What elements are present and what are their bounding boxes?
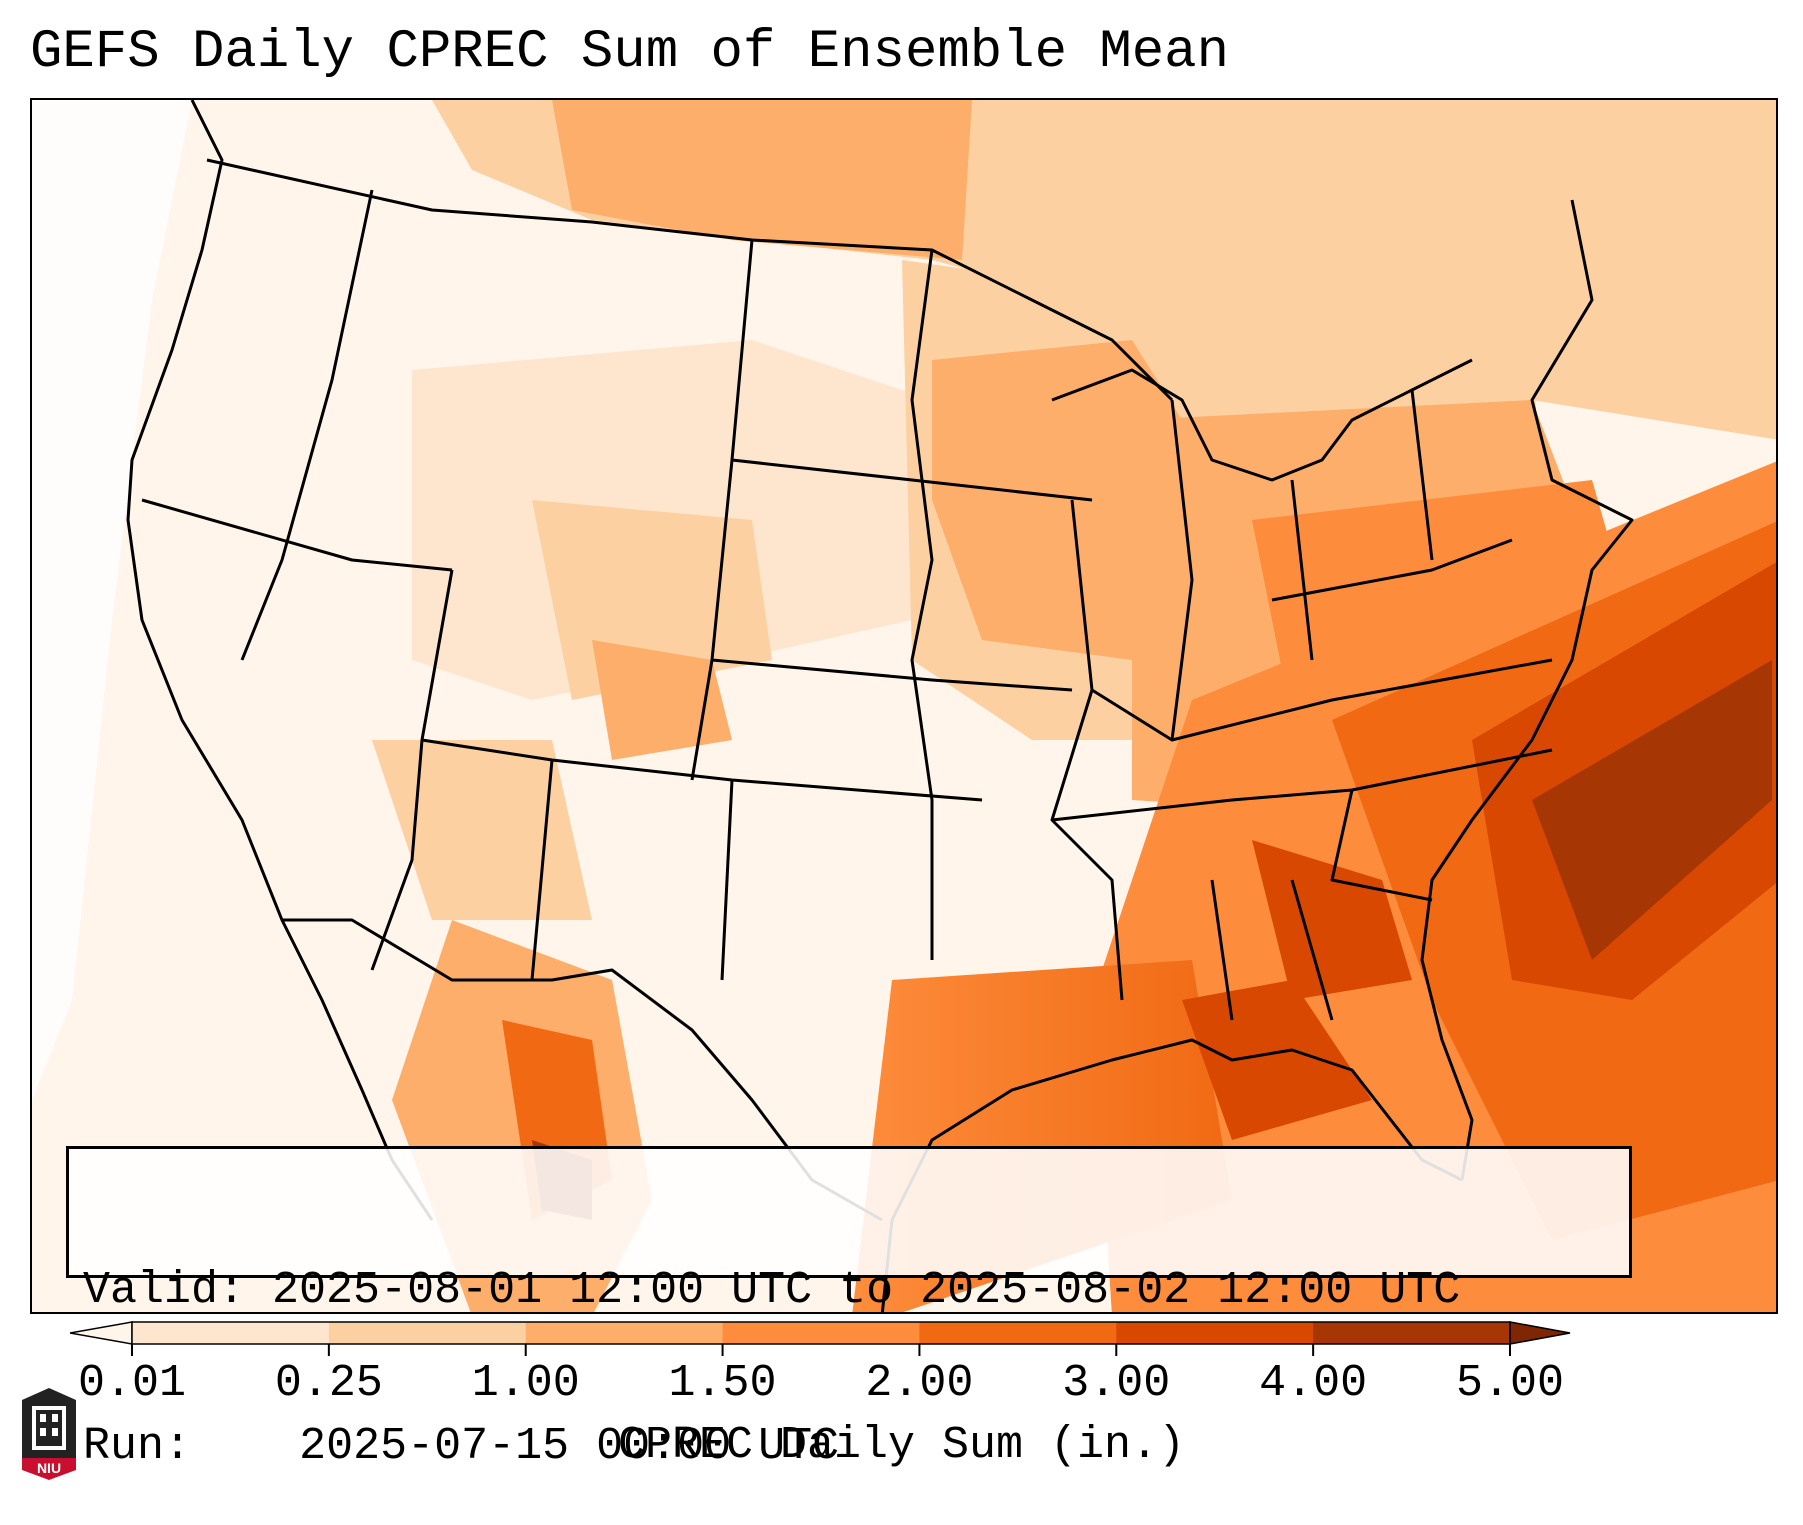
state-line-2 xyxy=(141,498,453,572)
state-line-9 xyxy=(731,458,1093,502)
state-line-6 xyxy=(720,779,734,981)
niu-logo: NIU xyxy=(22,1388,76,1480)
state-line-10 xyxy=(711,658,1073,692)
colorbar-tick-label: 1.00 xyxy=(471,1358,580,1409)
colorbar-segment xyxy=(722,1322,920,1344)
colorbar-outline xyxy=(131,1321,1511,1345)
state-line-3 xyxy=(370,569,454,971)
state-line-12 xyxy=(1091,658,1553,742)
colorbar-tick-label: 0.25 xyxy=(274,1358,383,1409)
map-canvas xyxy=(32,100,1776,1312)
state-line-18 xyxy=(1170,399,1194,741)
run-line: Run: 2025-07-15 00:00 UTC xyxy=(83,1421,1615,1473)
colorbar-label: CPREC Daily Sum (in.) xyxy=(617,1420,1186,1471)
state-line-19 xyxy=(1410,389,1434,561)
state-line-13 xyxy=(1051,748,1553,822)
colorbar-extend-low xyxy=(70,1321,133,1345)
us-canada-border xyxy=(206,158,1174,402)
state-line-14 xyxy=(1210,879,1234,1021)
colorbar-segment xyxy=(328,1322,527,1344)
state-line-5 xyxy=(530,759,554,981)
run-label: Run: xyxy=(83,1421,192,1472)
map-title: GEFS Daily CPREC Sum of Ensemble Mean xyxy=(30,22,1229,83)
valid-line: Valid: 2025-08-01 12:00 UTC to 2025-08-0… xyxy=(83,1265,1615,1317)
colorbar xyxy=(70,1321,1571,1356)
colorbar-segment xyxy=(132,1322,330,1344)
state-line-15 xyxy=(1290,879,1334,1021)
valid-label: Valid: xyxy=(83,1265,246,1316)
colorbar-ticks xyxy=(131,1344,1511,1356)
colorbar-tick-label: 4.00 xyxy=(1259,1358,1368,1409)
valid-value: 2025-08-01 12:00 UTC to 2025-08-02 12:00… xyxy=(272,1265,1461,1316)
svg-text:NIU: NIU xyxy=(37,1460,61,1476)
colorbar-tick-label: 1.50 xyxy=(668,1358,777,1409)
colorbar-segment xyxy=(919,1322,1117,1344)
colorbar-tick-label: 0.01 xyxy=(77,1358,187,1409)
east-coast xyxy=(1420,199,1634,1181)
precipitation-map xyxy=(30,98,1778,1314)
state-line-4 xyxy=(421,738,983,802)
colorbar-segment xyxy=(525,1322,724,1344)
run-info-box: Valid: 2025-08-01 12:00 UTC to 2025-08-0… xyxy=(66,1146,1632,1472)
state-line-20 xyxy=(1290,479,1314,661)
colorbar-segments xyxy=(70,1321,1571,1345)
state-line-1 xyxy=(240,189,374,661)
colorbar-extend-high xyxy=(1509,1321,1571,1345)
state-line-7 xyxy=(690,239,754,781)
colorbar-segment xyxy=(1116,1322,1314,1344)
colorbar-tick-label: 5.00 xyxy=(1455,1358,1565,1409)
great-lakes xyxy=(1051,358,1473,482)
state-line-16 xyxy=(1330,789,1433,902)
run-value: 2025-07-15 00:00 UTC xyxy=(299,1421,840,1472)
state-line-17 xyxy=(1271,538,1513,602)
state-line-8 xyxy=(910,249,934,960)
colorbar-segment xyxy=(1313,1322,1511,1344)
colorbar-tick-label: 3.00 xyxy=(1062,1358,1171,1409)
west-coast xyxy=(126,100,434,1221)
colorbar-tick-label: 2.00 xyxy=(865,1358,974,1409)
